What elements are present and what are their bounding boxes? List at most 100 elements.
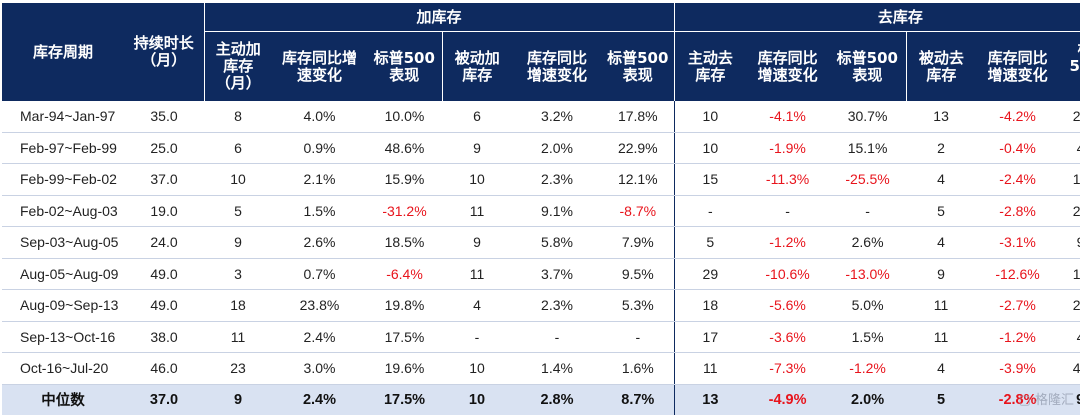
- value-cell: -4.2%: [976, 101, 1060, 133]
- value-cell: 3.7%: [512, 258, 602, 290]
- value-cell: -2.7%: [976, 289, 1060, 322]
- value-cell: 9.3%: [1059, 383, 1080, 415]
- value-cell: 9.5%: [1059, 226, 1080, 259]
- value-cell: -2.8%: [976, 195, 1060, 227]
- value-cell: -4.9%: [746, 383, 830, 415]
- period-cell: Aug-05~Aug-09: [2, 258, 124, 290]
- value-cell: 5.8%: [512, 226, 602, 259]
- duration-cell: 49.0: [124, 289, 204, 322]
- value-cell: 7.9%: [602, 226, 675, 259]
- header-remove-inventory: 去库存: [673, 3, 1080, 32]
- value-cell: 3.2%: [512, 101, 602, 133]
- value-cell: 48.2%: [1059, 352, 1080, 385]
- value-cell: 5: [906, 195, 977, 227]
- period-cell: Aug-09~Sep-13: [2, 289, 124, 322]
- value-cell: 6: [204, 132, 272, 164]
- table-row: Aug-05~Aug-09 49.0 3 0.7% -6.4% 11 3.7% 9.5% 29-…: [2, 258, 1080, 290]
- value-cell: 13: [906, 101, 977, 133]
- table-header: 库存周期 持续时长（月） 加库存 去库存 主动加库存（月） 库存同比增速变化 标…: [2, 3, 1080, 101]
- value-cell: 3.0%: [272, 352, 367, 385]
- value-cell: -12.6%: [976, 258, 1060, 290]
- duration-cell: 25.0: [124, 132, 204, 164]
- value-cell: 10.0%: [367, 101, 442, 133]
- value-cell: 9: [204, 226, 272, 259]
- value-cell: 11: [906, 321, 977, 353]
- header-yoy-change-c: 库存同比增速变化: [746, 31, 830, 101]
- period-cell: Mar-94~Jan-97: [2, 101, 124, 133]
- value-cell: 4.5%: [1059, 132, 1080, 164]
- period-cell: Sep-13~Oct-16: [2, 321, 124, 353]
- value-cell: 2.6%: [829, 226, 907, 259]
- duration-cell: 37.0: [124, 383, 204, 415]
- header-sp500-d: 标普500表现: [1059, 31, 1080, 101]
- value-cell: -: [746, 195, 830, 227]
- value-cell: 6: [442, 101, 512, 133]
- duration-cell: 49.0: [124, 258, 204, 290]
- value-cell: 18: [204, 289, 272, 322]
- duration-cell: 24.0: [124, 226, 204, 259]
- median-label: 中位数: [2, 383, 124, 415]
- value-cell: 11: [442, 258, 512, 290]
- value-cell: -13.0%: [829, 258, 907, 290]
- value-cell: 4.0%: [272, 101, 367, 133]
- value-cell: 17.5%: [367, 321, 442, 353]
- value-cell: 11: [673, 352, 747, 385]
- period-cell: Feb-97~Feb-99: [2, 132, 124, 164]
- value-cell: -1.2%: [829, 352, 907, 385]
- table-row: Feb-97~Feb-99 25.0 6 0.9% 48.6% 9 2.0% 22.9% 10-…: [2, 132, 1080, 164]
- value-cell: -7.3%: [746, 352, 830, 385]
- value-cell: 5: [204, 195, 272, 227]
- table-row: Mar-94~Jan-97 35.0 8 4.0% 10.0% 6 3.2% 17.8% 10-…: [2, 101, 1080, 133]
- value-cell: -11.3%: [746, 163, 830, 196]
- period-cell: Feb-99~Feb-02: [2, 163, 124, 196]
- header-cycle: 库存周期: [2, 3, 124, 101]
- value-cell: 15: [673, 163, 747, 196]
- value-cell: 12.1%: [602, 163, 675, 196]
- value-cell: 22.9%: [602, 132, 675, 164]
- value-cell: 10: [673, 132, 747, 164]
- value-cell: 15.1%: [829, 132, 907, 164]
- value-cell: 10: [204, 163, 272, 196]
- value-cell: 19.8%: [367, 289, 442, 322]
- value-cell: 4: [906, 226, 977, 259]
- value-cell: -: [673, 195, 747, 227]
- table-row: Feb-02~Aug-03 19.0 5 1.5% -31.2% 11 9.1% -8.7% -…: [2, 195, 1080, 227]
- value-cell: 9.1%: [512, 195, 602, 227]
- value-cell: 8: [204, 101, 272, 133]
- value-cell: -2.4%: [976, 163, 1060, 196]
- value-cell: -: [442, 321, 512, 353]
- header-sp500-b: 标普500表现: [602, 31, 675, 101]
- value-cell: 2.3%: [512, 163, 602, 196]
- value-cell: 4.7%: [1059, 321, 1080, 353]
- value-cell: 13.3%: [1059, 163, 1080, 196]
- table-row: Sep-03~Aug-05 24.0 9 2.6% 18.5% 9 5.8% 7.9% 5 -1.…: [2, 226, 1080, 259]
- value-cell: 17.5%: [367, 383, 442, 415]
- header-passive-remove: 被动去库存: [905, 31, 977, 101]
- value-cell: -: [512, 321, 602, 353]
- value-cell: 29: [673, 258, 747, 290]
- value-cell: 10: [442, 383, 512, 415]
- table-row: Sep-13~Oct-16 38.0 11 2.4% 17.5% - - -17 -3.6% 1.…: [2, 321, 1080, 353]
- value-cell: 18.5%: [367, 226, 442, 259]
- value-cell: -: [829, 195, 907, 227]
- value-cell: 10: [442, 163, 512, 196]
- value-cell: 9: [442, 226, 512, 259]
- value-cell: -5.6%: [746, 289, 830, 322]
- value-cell: -3.6%: [746, 321, 830, 353]
- header-duration: 持续时长（月）: [124, 3, 204, 101]
- duration-cell: 35.0: [124, 101, 204, 133]
- value-cell: 9: [906, 258, 977, 290]
- duration-cell: 46.0: [124, 352, 204, 385]
- value-cell: 2.0%: [829, 383, 907, 415]
- value-cell: -10.6%: [746, 258, 830, 290]
- value-cell: 17: [673, 321, 747, 353]
- value-cell: -0.4%: [976, 132, 1060, 164]
- value-cell: 5.3%: [602, 289, 675, 322]
- value-cell: 18: [673, 289, 747, 322]
- value-cell: 1.5%: [829, 321, 907, 353]
- value-cell: 22.2%: [1059, 289, 1080, 322]
- header-sp500-a: 标普500表现: [367, 31, 442, 101]
- header-sp500-c: 标普500表现: [829, 31, 907, 101]
- value-cell: 19.3%: [1059, 258, 1080, 290]
- header-add-inventory: 加库存: [203, 3, 675, 32]
